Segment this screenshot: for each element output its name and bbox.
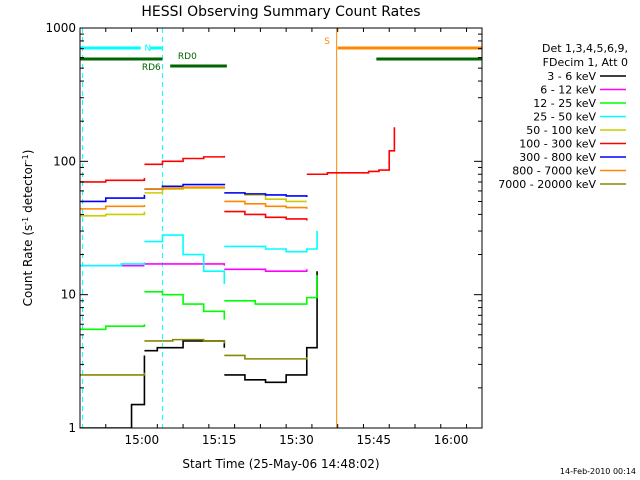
series-line-8 [144, 338, 226, 344]
y-tick-label: 10 [61, 288, 76, 302]
series-line-7 [144, 186, 226, 190]
plot-inner [80, 28, 482, 428]
series-line-3 [144, 234, 226, 285]
footer-date: 14-Feb-2010 00:14 [560, 467, 636, 476]
legend-entry-label: 50 - 100 keV [526, 124, 596, 137]
legend-entry-label: 12 - 25 keV [533, 97, 596, 110]
y-axis-label-sup1: -1 [21, 217, 30, 225]
series-line-0 [224, 271, 318, 384]
series-line-6 [224, 192, 308, 198]
x-axis-label: Start Time (25-May-06 14:48:02) [182, 457, 379, 471]
legend-entry-label: 100 - 300 keV [519, 138, 596, 151]
plot-area: N S RD6 RD0 15:00 15:15 15:30 15:45 16:00 1 10 100 1… [45, 21, 483, 447]
series-line-7 [80, 205, 146, 210]
y-axis-label-sup2: -1 [21, 154, 30, 162]
status-label-rd6: RD6 [142, 63, 161, 73]
series-line-5 [306, 127, 396, 176]
series-line-8 [224, 354, 308, 360]
series-line-8 [80, 372, 146, 376]
series-line-5 [224, 210, 308, 221]
x-tick-label: 15:45 [356, 433, 391, 447]
status-label-s: S [324, 37, 330, 47]
status-label-rd0: RD0 [178, 52, 197, 62]
legend-header-line-2: FDecim 1, Att 0 [543, 56, 628, 69]
series-line-2 [144, 291, 226, 320]
legend-header-line-1: Det 1,3,4,5,6,9, [542, 42, 628, 55]
series-line-7 [224, 200, 308, 209]
y-tick-label: 1000 [45, 21, 76, 35]
y-axis-label-end: ) [21, 150, 35, 155]
x-tick-label: 15:15 [202, 433, 237, 447]
x-tick-label: 15:00 [125, 433, 160, 447]
legend: Det 1,3,4,5,6,9, FDecim 1, Att 0 3 - 6 k… [498, 42, 628, 191]
series-line-2 [224, 275, 318, 305]
chart-title: HESSI Observing Summary Count Rates [141, 4, 420, 20]
legend-entry-label: 800 - 7000 keV [512, 165, 596, 178]
series-line-1 [224, 268, 308, 272]
series-line-2 [80, 324, 146, 331]
legend-entry-label: 6 - 12 keV [540, 84, 596, 97]
series-line-5 [80, 177, 146, 183]
series-line-6 [80, 194, 146, 203]
y-axis-label-mid: detector [21, 162, 35, 217]
series-line-0 [80, 355, 146, 428]
legend-entry-label: 7000 - 20000 keV [498, 178, 596, 191]
series-line-5 [144, 155, 226, 166]
x-tick-label: 16:00 [434, 433, 469, 447]
y-tick-label: 1 [68, 421, 76, 435]
y-tick-label: 100 [53, 154, 76, 168]
legend-entry-label: 300 - 800 keV [519, 151, 596, 164]
series-line-4 [80, 211, 146, 217]
status-label-n: N [144, 44, 151, 54]
series-line-3 [80, 262, 146, 267]
series-line-3 [224, 231, 318, 253]
x-tick-label: 15:30 [279, 433, 314, 447]
y-axis-label: Count Rate (s-1 detector-1) [21, 150, 36, 307]
legend-entry-label: 3 - 6 keV [547, 70, 596, 83]
plot-frame [79, 27, 483, 429]
legend-entry-label: 25 - 50 keV [533, 111, 596, 124]
y-axis-label-main: Count Rate (s [21, 225, 35, 307]
